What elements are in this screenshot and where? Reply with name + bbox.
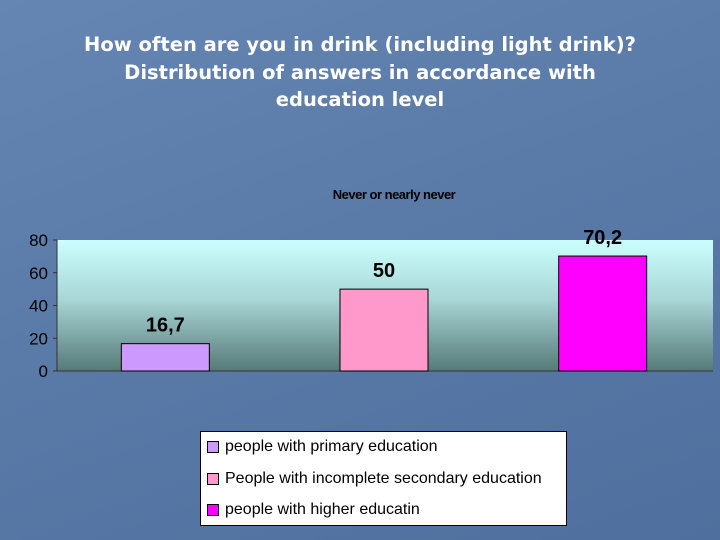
legend: people with primary education People wit… bbox=[200, 431, 567, 526]
bar-chart: Never or nearly never 0 20 40 60 80 16,7 50 70… bbox=[29, 187, 713, 381]
legend-item: People with incomplete secondary educati… bbox=[207, 470, 542, 488]
title-line-2: Distribution of answers in accordance wi… bbox=[124, 60, 596, 84]
legend-swatch bbox=[207, 473, 219, 485]
legend-item: people with primary education bbox=[207, 438, 438, 456]
bar bbox=[120, 343, 210, 372]
legend-item: people with higher educatin bbox=[207, 501, 420, 519]
data-label: 70,2 bbox=[583, 227, 622, 249]
title-line-1: How often are you in drink (including li… bbox=[84, 33, 636, 56]
data-label: 16,7 bbox=[146, 315, 185, 337]
title-line-3: education level bbox=[275, 88, 445, 111]
legend-label: people with primary education bbox=[225, 438, 438, 455]
slide-title: How often are you in drink (including li… bbox=[0, 31, 720, 114]
bar bbox=[558, 255, 648, 372]
legend-swatch bbox=[207, 504, 219, 516]
legend-swatch bbox=[207, 441, 219, 453]
bar bbox=[339, 288, 429, 372]
y-tick-label: 40 bbox=[29, 297, 48, 316]
chart-title: Never or nearly never bbox=[333, 187, 456, 202]
y-tick-label: 80 bbox=[29, 231, 48, 250]
data-label: 50 bbox=[373, 260, 395, 282]
y-tick-label: 20 bbox=[29, 329, 48, 348]
y-tick-label: 0 bbox=[39, 362, 48, 381]
y-tick-label: 60 bbox=[29, 264, 48, 283]
legend-label: people with higher educatin bbox=[225, 501, 420, 518]
legend-label: People with incomplete secondary educati… bbox=[225, 470, 542, 487]
